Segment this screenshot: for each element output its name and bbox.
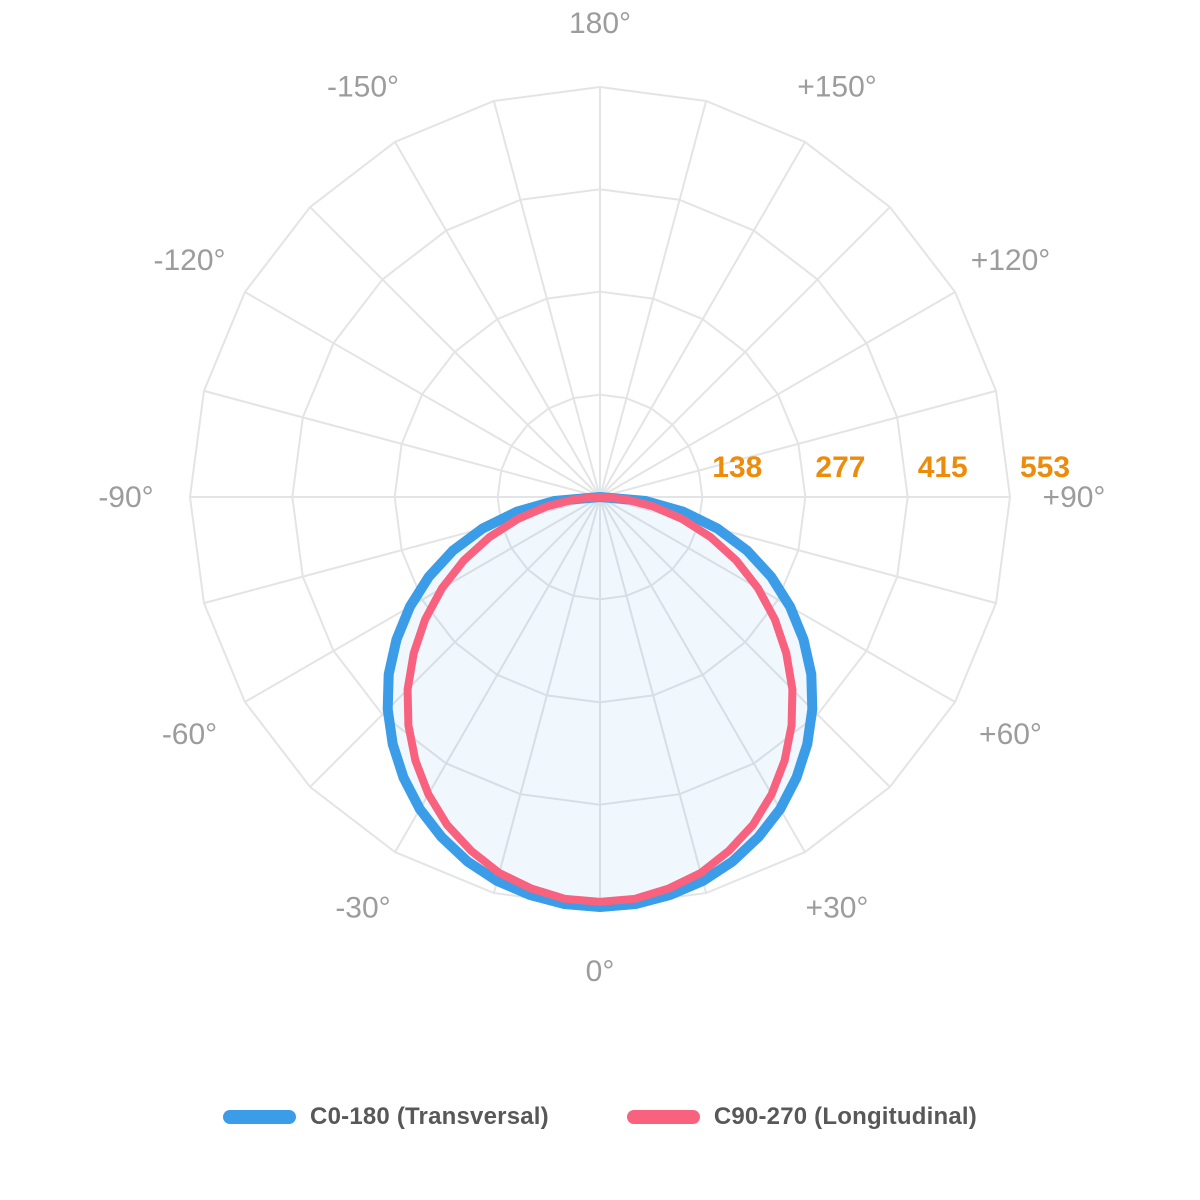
angle-label: -90° — [98, 481, 153, 514]
grid-spoke — [599, 496, 708, 894]
radial-tick-label: 277 — [815, 451, 865, 484]
chart-legend: C0-180 (Transversal) C90-270 (Longitudin… — [0, 1103, 1200, 1131]
grid-spoke — [394, 141, 601, 498]
legend-item-c90-270[interactable]: C90-270 (Longitudinal) — [626, 1103, 977, 1131]
legend-label-c0-180: C0-180 (Transversal) — [310, 1103, 549, 1130]
angle-label: -60° — [162, 718, 217, 751]
radial-value-labels: 138 277 415 553 — [712, 451, 1070, 484]
grid-spoke — [599, 206, 891, 498]
grid-spoke — [599, 141, 806, 498]
polar-grid-spokes — [190, 87, 1010, 907]
series-curves — [382, 492, 818, 912]
grid-spoke — [203, 389, 601, 498]
legend-item-c0-180[interactable]: C0-180 (Transversal) — [223, 1103, 549, 1131]
grid-spoke — [599, 291, 956, 498]
angle-label: +30° — [806, 892, 869, 925]
radial-tick-label: 415 — [918, 451, 968, 484]
angle-label: 180° — [569, 7, 631, 40]
grid-spoke — [244, 291, 601, 498]
legend-swatch-pink — [626, 1110, 700, 1124]
grid-spoke — [309, 496, 601, 788]
angle-label: +90° — [1043, 481, 1106, 514]
legend-swatch-rect — [223, 1110, 297, 1124]
grid-spoke — [492, 496, 601, 894]
grid-spoke — [599, 389, 997, 498]
grid-spoke — [599, 496, 956, 703]
radial-tick-label: 553 — [1020, 451, 1070, 484]
angle-label: 0° — [586, 955, 615, 988]
grid-spoke — [309, 206, 601, 498]
angle-label: -120° — [153, 244, 225, 277]
grid-spoke — [599, 496, 891, 788]
angle-label: +150° — [797, 71, 877, 104]
angle-label: +60° — [979, 718, 1042, 751]
legend-label-c90-270: C90-270 (Longitudinal) — [713, 1103, 977, 1130]
legend-swatch-rect — [626, 1110, 700, 1124]
grid-spoke — [244, 496, 601, 703]
series-curve-1 — [403, 493, 797, 906]
series-curve-0 — [382, 492, 818, 912]
grid-spoke — [599, 100, 708, 498]
angle-labels: 0° +30° +60° +90° +120° +150° 180° -150° -120° -9… — [98, 7, 1105, 988]
angle-label: -30° — [335, 892, 390, 925]
angle-label: +120° — [971, 244, 1051, 277]
polar-chart: 0° +30° +60° +90° +120° +150° 180° -150° -120° -9… — [98, 7, 1105, 988]
grid-spoke — [492, 100, 601, 498]
angle-label: -150° — [327, 71, 399, 104]
legend-swatch-blue — [223, 1110, 297, 1124]
radial-tick-label: 138 — [712, 451, 762, 484]
